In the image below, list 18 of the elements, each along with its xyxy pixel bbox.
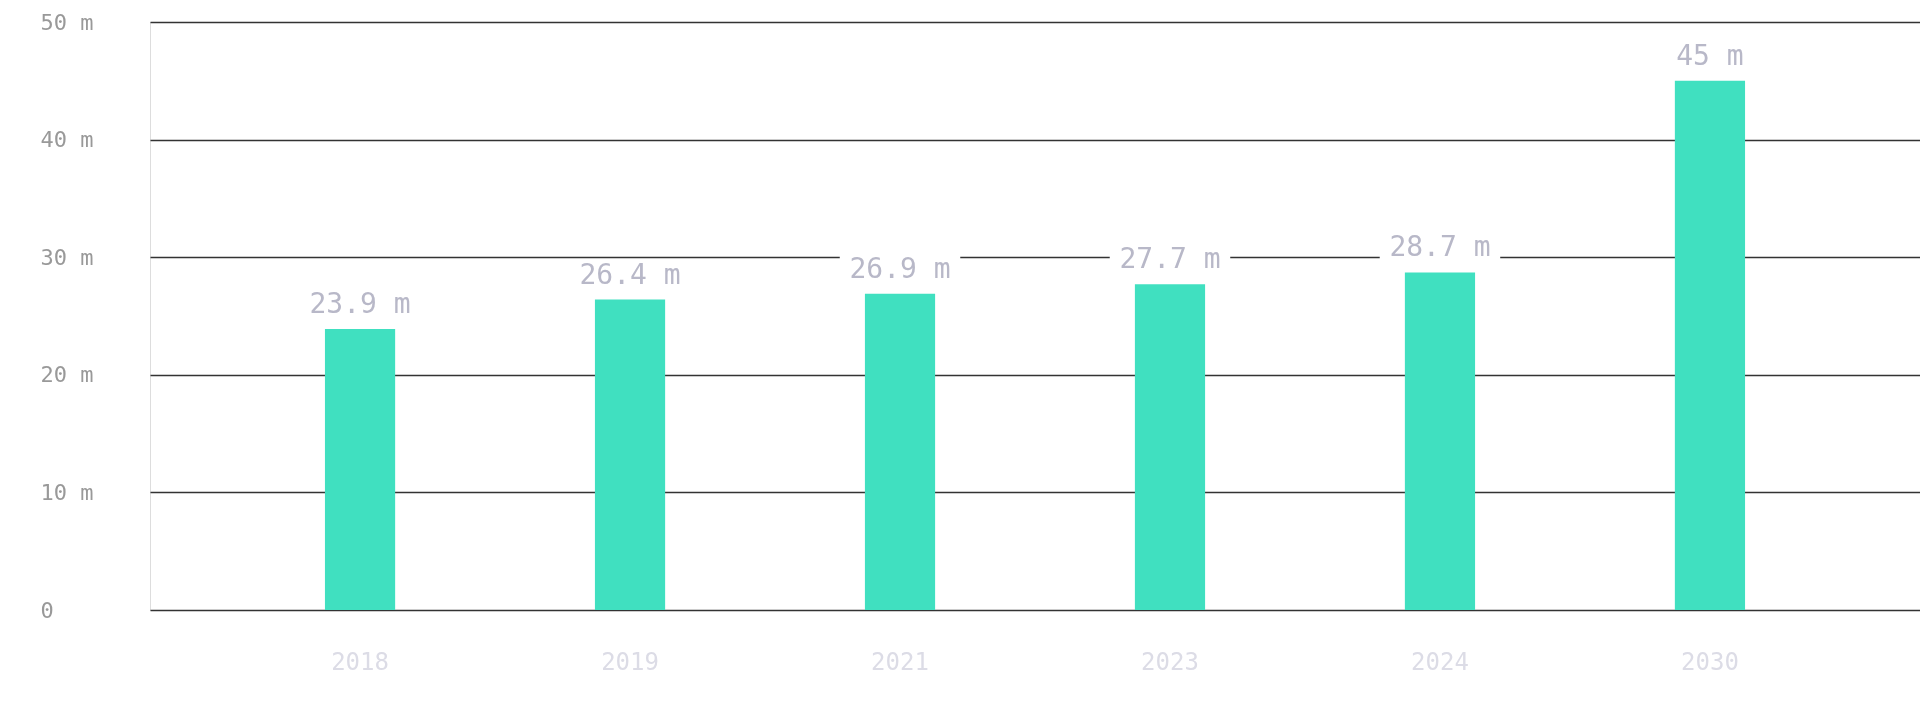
data-label: 26.9 m: [849, 251, 951, 285]
y-tick-label: 10 m: [40, 479, 94, 505]
bar: [1674, 80, 1746, 610]
data-label: 26.4 m: [579, 257, 681, 291]
bar: [324, 328, 396, 610]
y-tick-label: 40 m: [40, 127, 94, 153]
data-label: 23.9 m: [309, 286, 411, 320]
data-label: 27.7 m: [1119, 242, 1221, 276]
y-tick-label: 20 m: [40, 362, 94, 388]
bar: [1404, 272, 1476, 610]
data-label: 28.7 m: [1389, 230, 1491, 264]
bar: [864, 293, 936, 610]
y-tick-label: 30 m: [40, 244, 94, 270]
bar: [594, 299, 666, 610]
data-label: 45 m: [1676, 38, 1744, 72]
bar: [1134, 284, 1206, 610]
y-tick-label: 0: [40, 597, 54, 623]
y-tick-label: 50 m: [40, 9, 94, 35]
